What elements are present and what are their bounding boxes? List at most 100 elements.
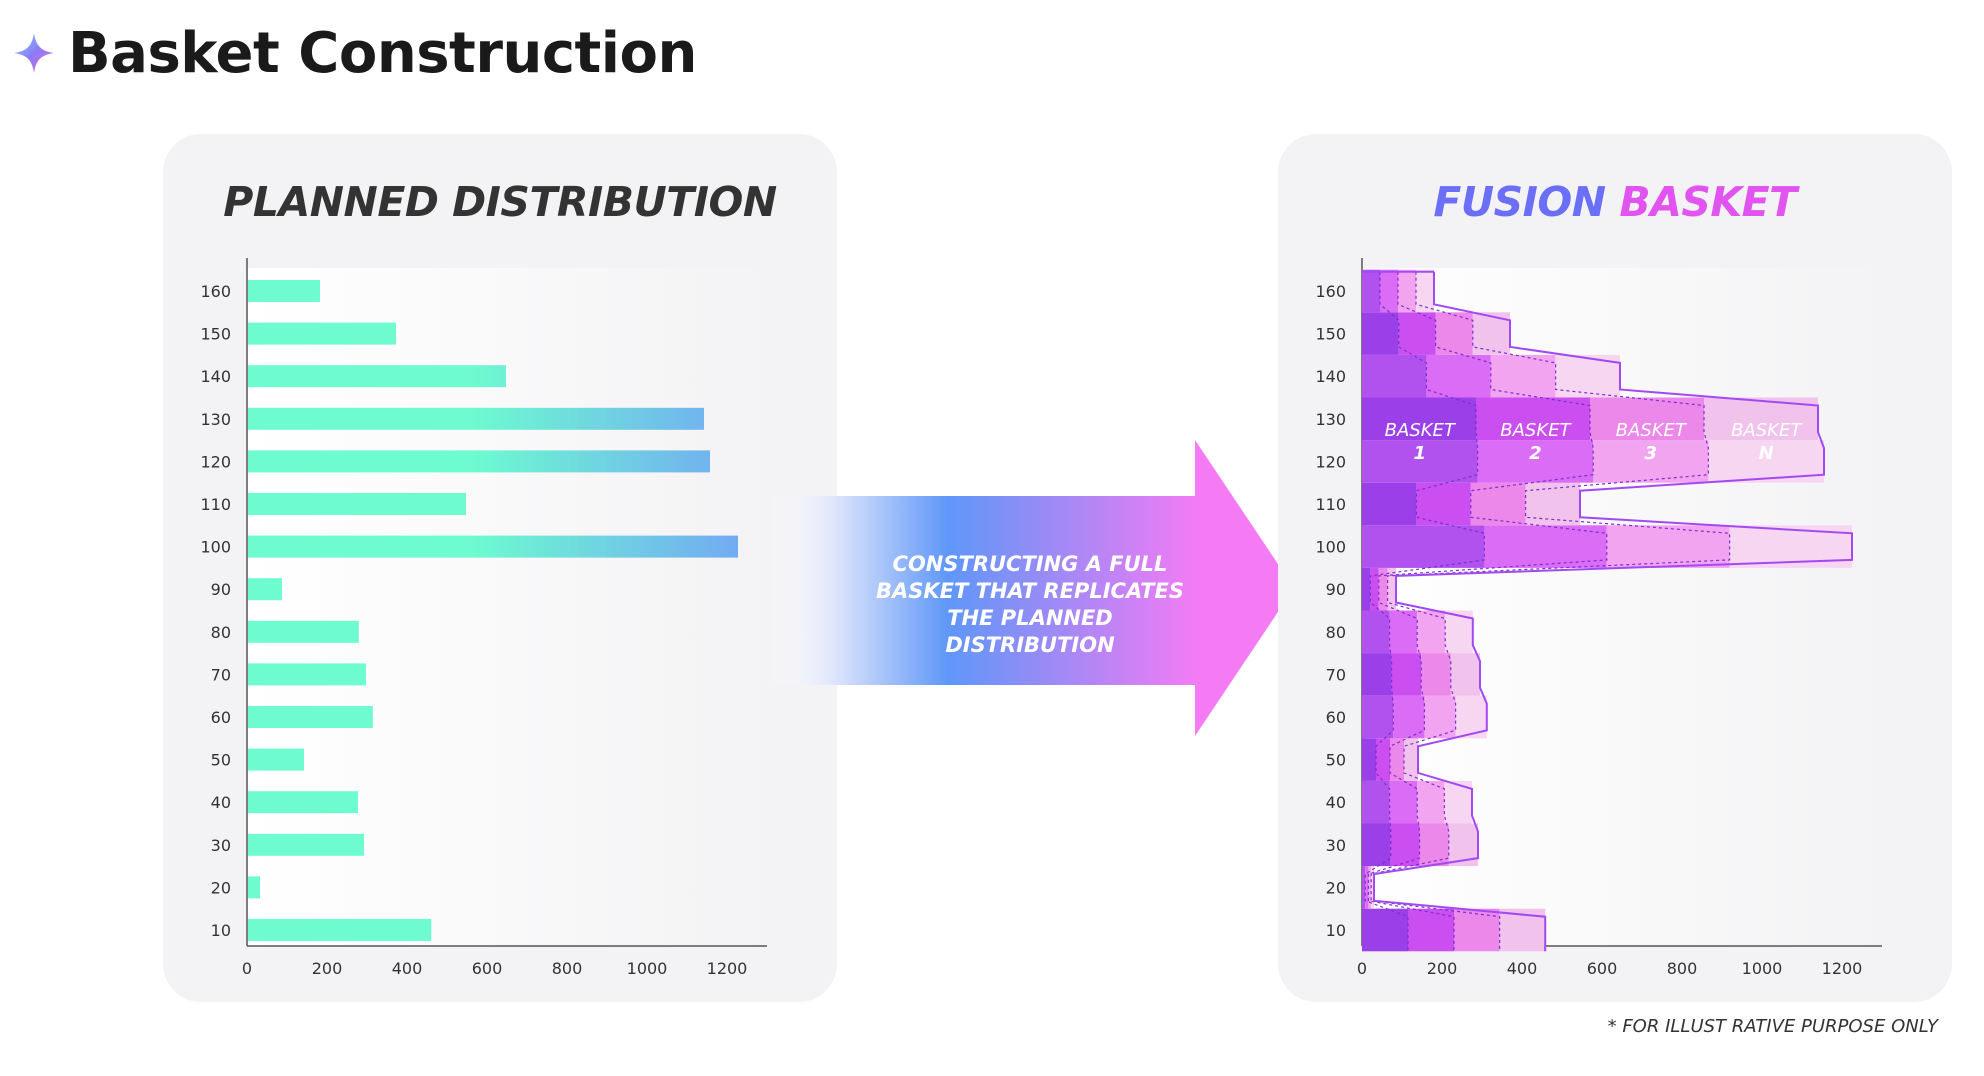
- x-tick-label: 400: [1507, 959, 1538, 978]
- sparkle-icon: [14, 33, 54, 73]
- bar: [248, 620, 359, 643]
- basket-segment: [1416, 482, 1471, 526]
- transform-arrow: CONSTRUCTING A FULL BASKET THAT REPLICAT…: [770, 440, 1295, 740]
- basket-segment: [1362, 312, 1399, 355]
- bar: [248, 833, 364, 856]
- y-tick-label: 100: [200, 538, 231, 557]
- y-tick-label: 50: [1326, 751, 1346, 770]
- bar: [248, 748, 304, 771]
- y-tick-label: 140: [1315, 367, 1346, 386]
- bar: [248, 450, 710, 473]
- y-tick-label: 110: [1315, 495, 1346, 514]
- series-label-number: 1: [1414, 443, 1427, 464]
- basket-segment: [1408, 908, 1454, 952]
- basket-segment: [1477, 440, 1594, 483]
- basket-segment: [1421, 653, 1451, 696]
- y-tick-label: 120: [200, 452, 231, 471]
- y-tick-label: 140: [200, 367, 231, 386]
- series-label: BASKET: [1616, 420, 1688, 441]
- bar: [248, 919, 432, 941]
- basket-segment: [1378, 567, 1388, 611]
- basket-boundary: [1370, 271, 1731, 952]
- x-tick-label: 0: [242, 959, 252, 978]
- page-header: Basket Construction: [12, 18, 697, 88]
- y-tick-label: 130: [1315, 410, 1346, 429]
- basket-segment: [1365, 866, 1369, 909]
- x-tick-label: 400: [392, 959, 423, 978]
- basket-segment: [1371, 866, 1374, 909]
- x-tick-label: 1000: [1742, 959, 1783, 978]
- basket-segment: [1417, 780, 1445, 824]
- y-tick-label: 50: [211, 751, 231, 770]
- series-label: BASKET: [1500, 420, 1572, 441]
- basket-segment: [1362, 354, 1427, 398]
- basket-segment: [1424, 695, 1456, 739]
- y-tick-label: 40: [1326, 793, 1346, 812]
- basket-segment: [1387, 567, 1396, 611]
- basket-segment: [1362, 738, 1376, 781]
- y-tick-label: 70: [211, 665, 231, 684]
- y-tick-label: 60: [211, 708, 231, 727]
- basket-segment: [1393, 695, 1425, 739]
- y-tick-label: 10: [1326, 921, 1346, 940]
- series-label: BASKET: [1385, 420, 1457, 441]
- x-tick-label: 800: [552, 959, 583, 978]
- x-tick-label: 800: [1667, 959, 1698, 978]
- y-tick-label: 20: [1326, 878, 1346, 897]
- y-tick-label: 30: [1326, 836, 1346, 855]
- page-title: Basket Construction: [68, 20, 697, 86]
- basket-segment: [1368, 866, 1372, 909]
- x-tick-label: 200: [312, 959, 343, 978]
- x-tick-label: 600: [1587, 959, 1618, 978]
- basket-boundary: [1367, 271, 1608, 952]
- bar: [248, 791, 358, 814]
- basket-segment: [1362, 610, 1390, 654]
- series-label: BASKET: [1731, 420, 1803, 441]
- basket-segment: [1389, 780, 1418, 824]
- y-tick-label: 120: [1315, 452, 1346, 471]
- bar: [248, 493, 466, 515]
- y-tick-label: 80: [211, 623, 231, 642]
- y-tick-label: 80: [1326, 623, 1346, 642]
- basket-segment: [1362, 823, 1391, 867]
- planned-distribution-title: PLANNED DISTRIBUTION: [223, 178, 777, 226]
- basket-boundary: [1364, 271, 1485, 952]
- y-tick-label: 60: [1326, 708, 1346, 727]
- basket-segment: [1404, 738, 1418, 781]
- series-label-number: N: [1759, 443, 1774, 464]
- basket-segment: [1362, 780, 1390, 824]
- basket-segment: [1391, 653, 1422, 696]
- y-tick-label: 70: [1326, 665, 1346, 684]
- basket-segment: [1426, 354, 1491, 398]
- series-label-number: 2: [1529, 443, 1542, 464]
- y-tick-label: 90: [1326, 580, 1346, 599]
- arrow-caption: CONSTRUCTING A FULL BASKET THAT REPLICAT…: [870, 551, 1190, 659]
- basket-segment: [1362, 482, 1417, 526]
- y-tick-label: 40: [211, 793, 231, 812]
- footnote: * FOR ILLUST RATIVE PURPOSE ONLY: [1607, 1016, 1938, 1037]
- basket-segment: [1484, 525, 1607, 568]
- basket-segment: [1376, 738, 1390, 781]
- basket-segment: [1417, 610, 1446, 654]
- y-tick-label: 30: [211, 836, 231, 855]
- basket-segment: [1362, 525, 1485, 568]
- basket-segment: [1606, 525, 1730, 568]
- basket-segment: [1390, 738, 1404, 781]
- basket-segment: [1362, 653, 1392, 696]
- bar: [248, 322, 396, 345]
- basket-segment: [1476, 397, 1590, 441]
- basket-segment: [1389, 610, 1418, 654]
- basket-segment: [1370, 567, 1379, 611]
- bar: [248, 706, 373, 728]
- bar: [248, 578, 282, 601]
- basket-segment: [1450, 653, 1480, 696]
- basket-segment: [1362, 695, 1394, 739]
- planned-distribution-chart: 10 20 30 40 50 60 70 80 90 100 110 120 130 140 150 160 0…: [200, 258, 767, 978]
- y-tick-label: 150: [200, 325, 231, 344]
- bar: [248, 365, 506, 388]
- basket-segment: [1380, 269, 1398, 313]
- fusion-basket-panel: FUSION BASKET 10 20 30 40 50 60 70 80 90 100 110 12…: [1278, 134, 1952, 1002]
- bar: [248, 535, 738, 558]
- y-tick-label: 100: [1315, 538, 1346, 557]
- basket-word: BASKET: [1619, 178, 1797, 226]
